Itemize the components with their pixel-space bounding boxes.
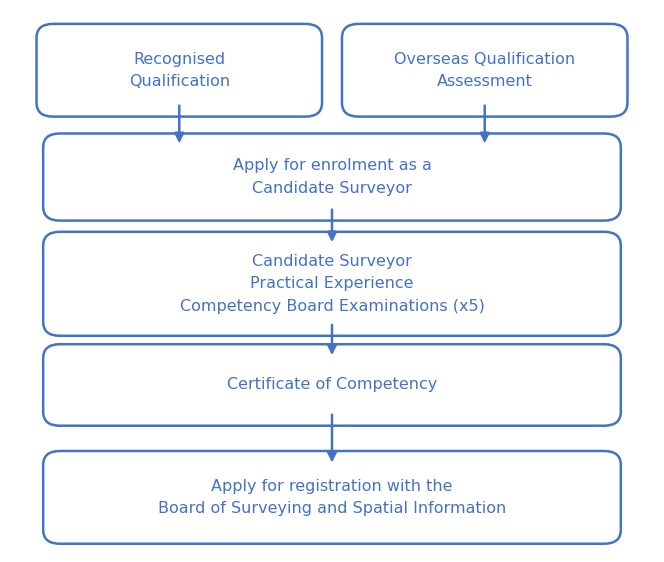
Text: Certificate of Competency: Certificate of Competency bbox=[227, 378, 437, 392]
Text: Candidate Surveyor
Practical Experience
Competency Board Examinations (x5): Candidate Surveyor Practical Experience … bbox=[179, 254, 485, 314]
FancyBboxPatch shape bbox=[43, 344, 621, 426]
FancyBboxPatch shape bbox=[37, 24, 322, 117]
FancyBboxPatch shape bbox=[342, 24, 627, 117]
Text: Apply for registration with the
Board of Surveying and Spatial Information: Apply for registration with the Board of… bbox=[158, 479, 506, 516]
Text: Recognised
Qualification: Recognised Qualification bbox=[129, 52, 230, 89]
FancyBboxPatch shape bbox=[43, 232, 621, 336]
Text: Overseas Qualification
Assessment: Overseas Qualification Assessment bbox=[394, 52, 575, 89]
FancyBboxPatch shape bbox=[43, 451, 621, 544]
Text: Apply for enrolment as a
Candidate Surveyor: Apply for enrolment as a Candidate Surve… bbox=[232, 158, 432, 196]
FancyBboxPatch shape bbox=[43, 133, 621, 220]
